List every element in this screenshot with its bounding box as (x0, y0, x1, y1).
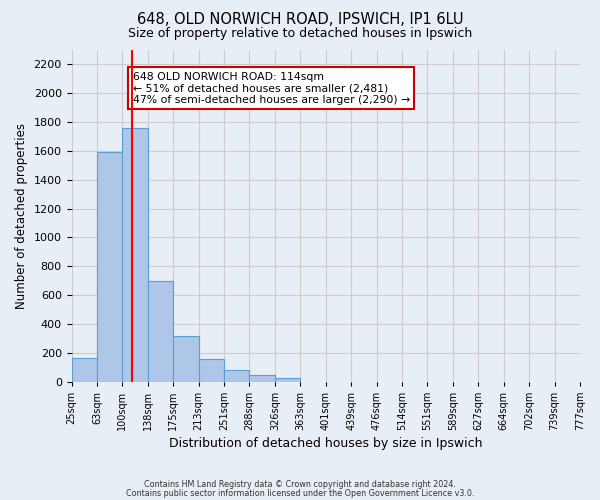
Y-axis label: Number of detached properties: Number of detached properties (15, 123, 28, 309)
Text: 648, OLD NORWICH ROAD, IPSWICH, IP1 6LU: 648, OLD NORWICH ROAD, IPSWICH, IP1 6LU (137, 12, 463, 28)
Bar (71, 358, 97, 382)
Bar (224, 370, 250, 382)
Bar (275, 378, 301, 382)
X-axis label: Distribution of detached houses by size in Ipswich: Distribution of detached houses by size … (169, 437, 482, 450)
Bar (97, 152, 122, 382)
Text: Contains public sector information licensed under the Open Government Licence v3: Contains public sector information licen… (126, 488, 474, 498)
Bar (250, 375, 275, 382)
Bar (122, 128, 148, 382)
Bar (199, 359, 224, 382)
Text: Contains HM Land Registry data © Crown copyright and database right 2024.: Contains HM Land Registry data © Crown c… (144, 480, 456, 489)
Text: Size of property relative to detached houses in Ipswich: Size of property relative to detached ho… (128, 28, 472, 40)
Bar (148, 280, 173, 382)
Text: 648 OLD NORWICH ROAD: 114sqm
← 51% of detached houses are smaller (2,481)
47% of: 648 OLD NORWICH ROAD: 114sqm ← 51% of de… (133, 72, 410, 104)
Bar (173, 336, 199, 382)
